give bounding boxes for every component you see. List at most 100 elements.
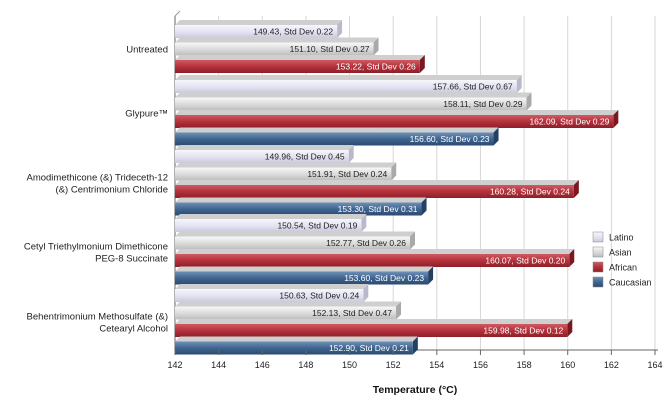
bar-front-face bbox=[175, 115, 614, 128]
category-label-line: Untreated bbox=[126, 45, 168, 56]
legend-swatch-asian bbox=[592, 246, 604, 258]
bar-front-face bbox=[175, 236, 410, 250]
bar-value-label: 162.09, Std Dev 0.29 bbox=[529, 117, 609, 127]
category-label: Untreated bbox=[126, 45, 168, 56]
bar-top-face bbox=[175, 319, 573, 324]
bar-latino: 149.96, Std Dev 0.45 bbox=[175, 145, 354, 163]
category-label: Cetyl Triethylmonium Dimethicone PEG-8 Su… bbox=[24, 241, 168, 264]
bar-front-face bbox=[175, 271, 429, 285]
bar-top-face bbox=[175, 162, 397, 168]
bar-end-face bbox=[348, 145, 354, 163]
bar-caucasian: 152.90, Std Dev 0.21 bbox=[175, 336, 418, 355]
bar-end-face bbox=[409, 231, 415, 250]
bar-top-face bbox=[175, 37, 379, 43]
bar-front-face bbox=[175, 132, 494, 146]
bar-end-face bbox=[569, 249, 575, 267]
bar-latino: 157.66, Std Dev 0.67 bbox=[175, 75, 522, 93]
bar-top-face bbox=[175, 110, 619, 115]
bar-end-face bbox=[573, 180, 579, 198]
bar-top-face bbox=[175, 336, 418, 342]
bar-caucasian: 153.30, Std Dev 0.31 bbox=[175, 197, 427, 216]
bar-top-face bbox=[175, 197, 427, 203]
bar-value-label: 149.96, Std Dev 0.45 bbox=[265, 152, 345, 162]
bar-front-face bbox=[175, 167, 392, 181]
bar-end-face bbox=[493, 127, 499, 146]
bar-top-face bbox=[175, 20, 343, 25]
bar-end-face bbox=[363, 284, 369, 302]
legend-swatch-latino bbox=[592, 231, 604, 243]
bar-end-face bbox=[516, 75, 522, 93]
bar-top-face bbox=[175, 266, 434, 272]
x-tick-label: 144 bbox=[211, 360, 226, 370]
legend-swatch-caucasian bbox=[592, 276, 604, 288]
bar-top-face bbox=[175, 55, 425, 60]
bar-value-label: 151.10, Std Dev 0.27 bbox=[290, 44, 370, 54]
bar-value-label: 152.13, Std Dev 0.47 bbox=[312, 308, 392, 318]
x-tick-label: 148 bbox=[298, 360, 313, 370]
x-tick-label: 150 bbox=[342, 360, 357, 370]
category-label-line: Behentrimonium Methosulfate (&) bbox=[26, 311, 168, 322]
bar-value-label: 151.91, Std Dev 0.24 bbox=[307, 169, 387, 179]
bar-asian: 151.10, Std Dev 0.27 bbox=[175, 37, 379, 56]
category-label: Glypure™ bbox=[125, 108, 168, 119]
bar-value-label: 149.43, Std Dev 0.22 bbox=[253, 27, 333, 37]
x-tick-label: 156 bbox=[473, 360, 488, 370]
x-tick-label: 158 bbox=[517, 360, 532, 370]
bar-latino: 149.43, Std Dev 0.22 bbox=[175, 20, 343, 38]
bar-value-label: 157.66, Std Dev 0.67 bbox=[433, 82, 513, 92]
bar-front-face bbox=[175, 80, 517, 93]
bar-value-label: 150.54, Std Dev 0.19 bbox=[277, 221, 357, 231]
bar-end-face bbox=[412, 336, 418, 355]
bar-value-label: 156.60, Std Dev 0.23 bbox=[410, 134, 490, 144]
bar-top-face bbox=[175, 92, 532, 98]
bar-end-face bbox=[421, 197, 427, 216]
x-tick-label: 152 bbox=[386, 360, 401, 370]
legend-label: Latino bbox=[609, 233, 634, 243]
bar-end-face bbox=[361, 214, 367, 232]
bar-top-face bbox=[175, 75, 522, 80]
bar-top-face bbox=[175, 145, 354, 150]
bar-end-face bbox=[613, 110, 619, 128]
bar-asian: 158.11, Std Dev 0.29 bbox=[175, 92, 532, 111]
bar-front-face bbox=[175, 25, 338, 38]
bar-asian: 152.13, Std Dev 0.47 bbox=[175, 301, 402, 320]
bar-front-face bbox=[175, 202, 422, 216]
bar-front-face bbox=[175, 97, 527, 111]
plot-top-edge bbox=[174, 10, 181, 17]
bar-top-face bbox=[175, 127, 499, 133]
bar-top-face bbox=[175, 284, 369, 289]
bar-end-face bbox=[396, 301, 402, 320]
bar-value-label: 158.11, Std Dev 0.29 bbox=[443, 99, 523, 109]
x-tick-label: 146 bbox=[255, 360, 270, 370]
bar-front-face bbox=[175, 185, 574, 198]
bar-african: 153.22, Std Dev 0.26 bbox=[175, 55, 425, 73]
bar-top-face bbox=[175, 180, 579, 185]
bar-end-face bbox=[391, 162, 397, 181]
bar-value-label: 153.22, Std Dev 0.26 bbox=[336, 62, 416, 72]
x-tick-label: 164 bbox=[647, 360, 662, 370]
bar-value-label: 159.98, Std Dev 0.12 bbox=[483, 326, 563, 336]
bar-top-face bbox=[175, 231, 415, 237]
bar-top-face bbox=[175, 214, 367, 219]
bar-value-label: 160.07, Std Dev 0.20 bbox=[485, 256, 565, 266]
bar-end-face bbox=[337, 20, 343, 38]
legend: Latino Asian African Caucasian bbox=[592, 231, 652, 288]
bars-layer: 149.43, Std Dev 0.22 151.10, Std Dev 0.27… bbox=[175, 20, 619, 355]
bar-front-face bbox=[175, 254, 570, 267]
x-tick-label: 142 bbox=[167, 360, 182, 370]
bar-end-face bbox=[419, 55, 425, 73]
category-label-line: Cetyl Triethylmonium Dimethicone bbox=[24, 241, 168, 252]
bar-end-face bbox=[526, 92, 532, 111]
category-label-line: Cetearyl Alcohol bbox=[99, 323, 168, 334]
legend-label: Caucasian bbox=[609, 278, 652, 288]
bar-african: 162.09, Std Dev 0.29 bbox=[175, 110, 619, 128]
bar-end-face bbox=[567, 319, 573, 337]
bar-latino: 150.54, Std Dev 0.19 bbox=[175, 214, 367, 232]
bar-value-label: 150.63, Std Dev 0.24 bbox=[279, 291, 359, 301]
bar-end-face bbox=[373, 37, 379, 56]
category-label-line: PEG-8 Succinate bbox=[95, 253, 168, 264]
bar-value-label: 152.77, Std Dev 0.26 bbox=[326, 238, 406, 248]
bar-front-face bbox=[175, 341, 413, 355]
bar-front-face bbox=[175, 42, 374, 56]
